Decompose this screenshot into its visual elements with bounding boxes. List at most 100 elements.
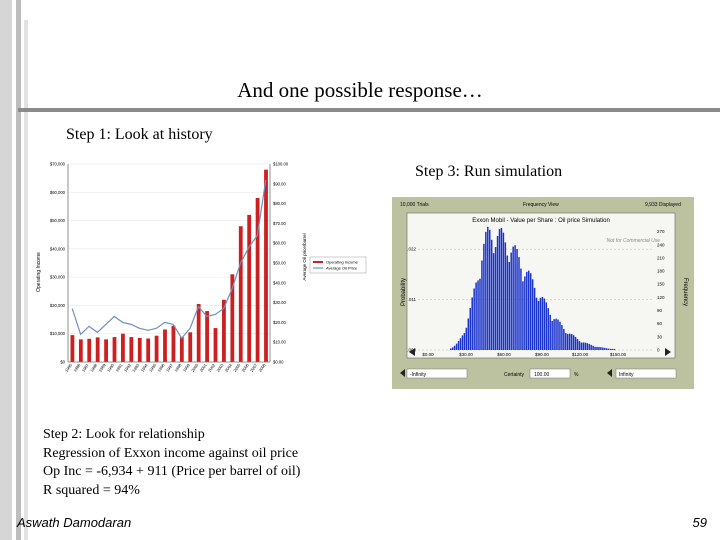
step2-line-4: R squared = 94% bbox=[43, 482, 140, 498]
income-bar bbox=[163, 329, 167, 362]
histogram-bar bbox=[609, 348, 612, 350]
histogram-bar bbox=[602, 347, 604, 350]
histogram-bar bbox=[598, 347, 600, 350]
history-xtick: 1986 bbox=[72, 362, 82, 373]
histogram-bar bbox=[508, 261, 510, 350]
certainty-unit: % bbox=[574, 372, 579, 378]
sim-ytick: .022 bbox=[407, 247, 416, 252]
histogram-bar bbox=[604, 347, 606, 350]
step2-line-3: Op Inc = -6,934 + 911 (Price per barrel … bbox=[43, 464, 301, 479]
histogram-bar bbox=[559, 321, 561, 350]
histogram-bar bbox=[570, 334, 573, 350]
histogram-bar bbox=[547, 308, 549, 350]
sim-y2label: Frequency bbox=[682, 278, 688, 306]
sim-watermark: Not for Commercial Use bbox=[607, 238, 661, 244]
history-y2tick: $30.00 bbox=[273, 300, 286, 305]
left-value-field[interactable] bbox=[406, 368, 468, 379]
histogram-bar bbox=[549, 314, 551, 350]
histogram-bar bbox=[514, 245, 516, 350]
history-xtick: 2002 bbox=[207, 362, 217, 373]
histogram-bar bbox=[563, 329, 565, 350]
income-bar bbox=[255, 197, 260, 362]
history-xtick: 2000 bbox=[190, 362, 200, 373]
histogram-bar bbox=[487, 226, 489, 350]
income-bar bbox=[70, 335, 75, 362]
certainty-field[interactable] bbox=[529, 368, 571, 379]
income-bar bbox=[121, 333, 125, 362]
histogram-bar bbox=[590, 344, 592, 350]
sim-y2tick: 90 bbox=[657, 308, 663, 313]
histogram-bar bbox=[459, 338, 462, 350]
income-bar bbox=[222, 299, 226, 362]
histogram-bar bbox=[498, 229, 501, 350]
sim-trials: 10,000 Trials bbox=[400, 202, 429, 208]
histogram-bar bbox=[588, 343, 590, 350]
history-y2tick: $100.00 bbox=[273, 162, 289, 167]
income-bar bbox=[230, 274, 235, 362]
histogram-bar bbox=[561, 325, 563, 350]
sim-y2tick: 120 bbox=[657, 295, 665, 300]
histogram-bar bbox=[551, 320, 553, 350]
sim-xtick: $0.00 bbox=[422, 352, 434, 357]
decor-bar-1 bbox=[0, 0, 12, 540]
income-bar bbox=[95, 337, 100, 362]
decor-bar-3 bbox=[24, 20, 28, 540]
histogram-bar bbox=[469, 307, 471, 350]
histogram-bar bbox=[477, 280, 479, 350]
history-ytick: $60,000 bbox=[50, 190, 66, 195]
histogram-bar bbox=[463, 333, 466, 350]
page-number: 59 bbox=[692, 515, 707, 530]
histogram-bar bbox=[539, 297, 542, 350]
histogram-bar bbox=[586, 343, 588, 350]
history-y2tick: $90.00 bbox=[273, 181, 286, 186]
history-y2tick: $10.00 bbox=[273, 340, 286, 345]
histogram-bar bbox=[520, 268, 522, 350]
history-chart: $0 $10,000 $20,000 $30,000 $40,000 $50,000 $60… bbox=[30, 157, 368, 385]
history-y2tick: $50.00 bbox=[273, 261, 286, 266]
histogram-bar bbox=[450, 348, 452, 350]
histogram-bar bbox=[611, 348, 614, 350]
income-bar bbox=[171, 325, 176, 362]
history-ytick: $20,000 bbox=[50, 303, 66, 308]
histogram-bar bbox=[489, 229, 491, 350]
histogram-bar bbox=[568, 333, 571, 350]
histogram-bar bbox=[485, 231, 487, 350]
history-ytick: $50,000 bbox=[50, 218, 66, 223]
history-ytick: $40,000 bbox=[50, 246, 66, 251]
histogram-bar bbox=[543, 298, 546, 350]
histogram-bar bbox=[529, 273, 532, 350]
right-value-field[interactable] bbox=[615, 368, 677, 379]
histogram-bar bbox=[557, 319, 559, 350]
histogram-bar bbox=[555, 318, 557, 350]
histogram-bar bbox=[473, 288, 475, 350]
histogram-bar bbox=[528, 270, 530, 350]
right-value: Infinity bbox=[619, 372, 634, 378]
decor-bar-2 bbox=[16, 0, 21, 540]
histogram-bar bbox=[578, 341, 581, 350]
certainty-label: Certainty bbox=[504, 372, 525, 378]
histogram-bar bbox=[565, 333, 567, 350]
income-bar bbox=[104, 339, 108, 362]
histogram-bar bbox=[535, 297, 538, 350]
income-bar bbox=[146, 338, 151, 362]
histogram-bar bbox=[537, 300, 540, 350]
histogram-bar bbox=[455, 343, 458, 350]
histogram-bar bbox=[490, 239, 493, 350]
slide-title: And one possible response… bbox=[237, 78, 483, 102]
histogram-bar bbox=[471, 297, 473, 350]
step3-label: Step 3: Run simulation bbox=[415, 163, 563, 180]
sim-ytick: .000 bbox=[407, 348, 416, 353]
sim-y2tick: 150 bbox=[657, 282, 665, 287]
histogram-bar bbox=[594, 346, 596, 350]
step1-label: Step 1: Look at history bbox=[66, 126, 213, 143]
simulation-chart: 10,000 Trials Frequency View 9,933 Displ… bbox=[392, 197, 694, 389]
sim-y2tick: 60 bbox=[657, 321, 663, 326]
histogram-bar bbox=[494, 247, 497, 350]
income-bar bbox=[196, 304, 201, 362]
sim-xtick: $30.00 bbox=[459, 352, 473, 357]
histogram-bar bbox=[526, 271, 528, 350]
sim-xtick: $150.00 bbox=[610, 352, 627, 357]
histogram-bar bbox=[607, 348, 610, 350]
sim-xtick: $60.00 bbox=[497, 352, 511, 357]
history-y2tick: $40.00 bbox=[273, 280, 286, 285]
